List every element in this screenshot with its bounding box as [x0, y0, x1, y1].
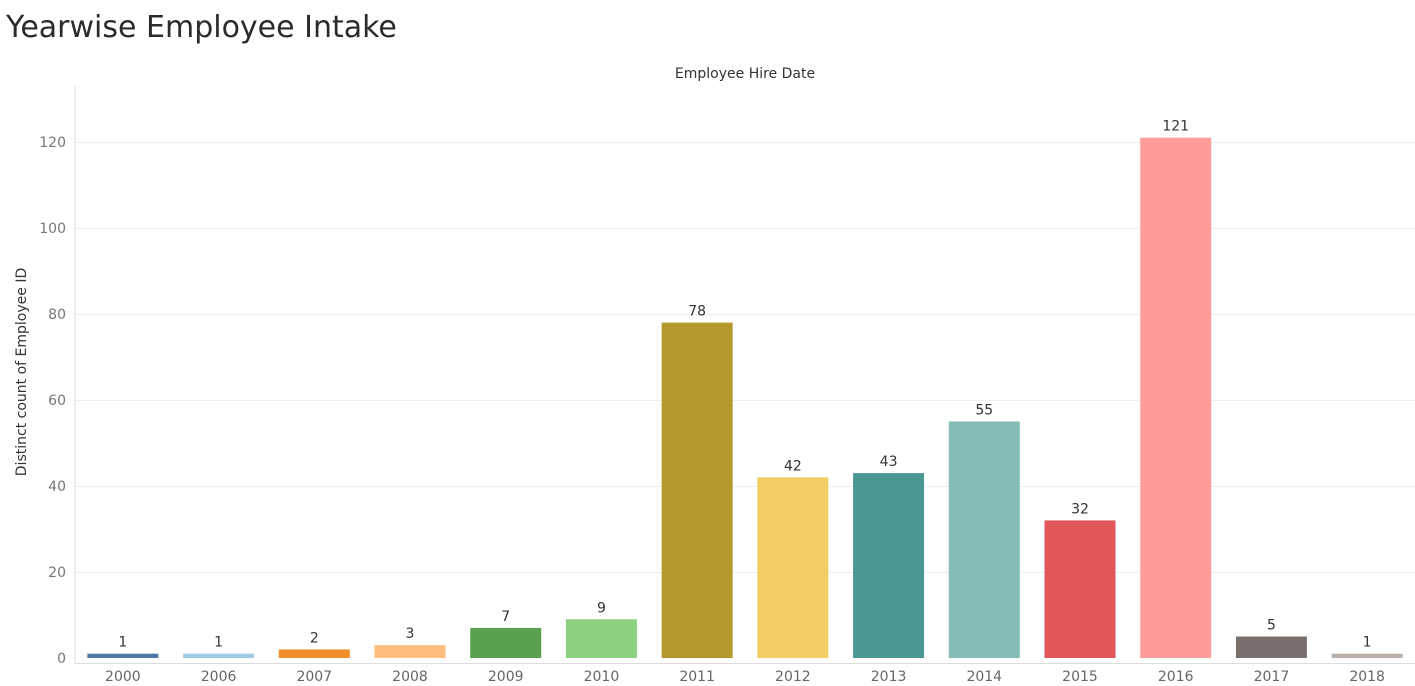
- x-tick-label-2008: 2008: [392, 669, 428, 685]
- x-tick-label-2017: 2017: [1254, 669, 1290, 685]
- x-tick-label-2010: 2010: [584, 669, 620, 685]
- data-label-2018: 1: [1363, 635, 1372, 651]
- y-tick-label: 60: [48, 393, 66, 409]
- x-tick-label-2018: 2018: [1349, 669, 1385, 685]
- y-tick-label: 80: [48, 307, 66, 323]
- bar-2009[interactable]: [470, 627, 542, 658]
- y-tick-label: 0: [57, 651, 66, 667]
- data-label-2015: 32: [1071, 501, 1089, 517]
- x-tick-labels: 2000 2006 2007 2008 2009 2010 2011 2012 2013 2014…: [105, 669, 1385, 685]
- data-label-2014: 55: [975, 403, 993, 419]
- x-tick-label-2016: 2016: [1158, 669, 1194, 685]
- bar-2011[interactable]: [661, 322, 733, 658]
- x-tick-label-2006: 2006: [201, 669, 237, 685]
- x-tick-label-2009: 2009: [488, 669, 524, 685]
- data-labels: 1 1 2 3 7 9 78 42 43 55 32 121 5 1: [118, 119, 1371, 651]
- gridlines: [75, 142, 1415, 573]
- bar-2008[interactable]: [374, 645, 446, 658]
- x-tick-label-2014: 2014: [966, 669, 1002, 685]
- bar-2015[interactable]: [1044, 520, 1116, 658]
- bar-2014[interactable]: [948, 421, 1020, 659]
- x-tick-label-2007: 2007: [296, 669, 332, 685]
- y-tick-label: 100: [39, 221, 66, 237]
- y-tick-label: 40: [48, 479, 66, 495]
- data-label-2012: 42: [784, 458, 802, 474]
- bar-2006[interactable]: [183, 653, 255, 658]
- data-label-2013: 43: [880, 454, 898, 470]
- x-tick-label-2011: 2011: [679, 669, 715, 685]
- column-header: Employee Hire Date: [674, 66, 816, 82]
- data-label-2000: 1: [118, 635, 127, 651]
- data-label-2006: 1: [214, 635, 223, 651]
- y-tick-label: 20: [48, 565, 66, 581]
- bar-2012[interactable]: [757, 477, 829, 658]
- bar-2013[interactable]: [853, 473, 925, 658]
- data-label-2010: 9: [597, 600, 606, 616]
- y-tick-labels: 0 20 40 60 80 100 120: [39, 135, 66, 667]
- data-label-2016: 121: [1162, 119, 1189, 135]
- axes: [74, 86, 1415, 664]
- x-tick-label-2013: 2013: [871, 669, 907, 685]
- y-axis-label: Distinct count of Employee ID: [14, 268, 30, 476]
- bar-2018[interactable]: [1331, 653, 1403, 658]
- bar-2000[interactable]: [87, 653, 159, 658]
- x-tick-label-2000: 2000: [105, 669, 141, 685]
- bar-2010[interactable]: [565, 619, 637, 658]
- data-label-2017: 5: [1267, 618, 1276, 634]
- data-label-2008: 3: [406, 626, 415, 642]
- bar-2007[interactable]: [278, 649, 350, 658]
- x-tick-label-2015: 2015: [1062, 669, 1098, 685]
- data-label-2007: 2: [310, 630, 319, 646]
- chart-title: Yearwise Employee Intake: [6, 10, 397, 45]
- bar-2017[interactable]: [1235, 636, 1307, 659]
- data-label-2011: 78: [688, 304, 706, 320]
- bar-2016[interactable]: [1140, 137, 1212, 658]
- x-tick-label-2012: 2012: [775, 669, 811, 685]
- y-tick-label: 120: [39, 135, 66, 151]
- bars: [87, 137, 1403, 659]
- data-label-2009: 7: [501, 609, 510, 625]
